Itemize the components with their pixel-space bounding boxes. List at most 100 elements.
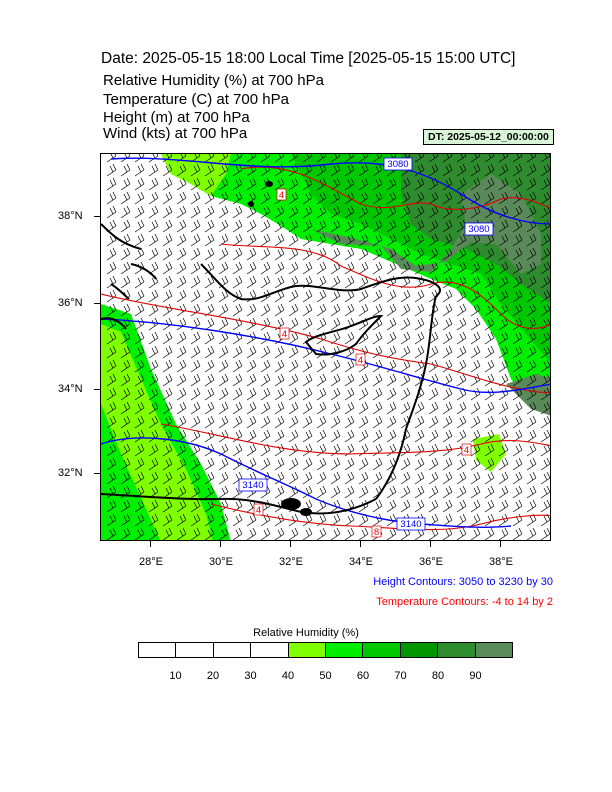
colorbar-tick-label: 40 [281, 670, 295, 682]
wind-barb [246, 513, 257, 527]
wind-barb [358, 401, 369, 415]
wind-barb [316, 485, 327, 499]
wind-barb [540, 429, 550, 443]
wind-barb [260, 401, 271, 415]
wind-barb [330, 233, 341, 247]
wind-barb [176, 317, 187, 331]
wind-barb [442, 275, 453, 289]
wind-barb [204, 261, 215, 275]
wind-barb [428, 233, 439, 247]
wind-barb [456, 345, 467, 359]
colorbar-cell [139, 643, 177, 657]
wind-barb [176, 331, 187, 345]
wind-barb [162, 443, 173, 457]
wind-barb [330, 415, 341, 429]
wind-barb [274, 387, 285, 401]
wind-barb [358, 289, 369, 303]
wind-barb [442, 513, 453, 527]
wind-barb [512, 219, 523, 233]
wind-barb [148, 387, 159, 401]
wind-barb [386, 415, 397, 429]
rh-north-darkest [311, 174, 541, 274]
wind-barb [260, 261, 271, 275]
wind-barb [358, 247, 369, 261]
wind-barb [540, 303, 550, 317]
wind-barb [120, 177, 131, 191]
wind-barb [470, 331, 481, 345]
wind-barb [260, 154, 271, 163]
wind-barb [316, 527, 327, 540]
wind-barb [176, 289, 187, 303]
wind-barb [204, 429, 215, 443]
wind-barb [148, 289, 159, 303]
wind-barb [120, 401, 131, 415]
wind-barb [232, 443, 243, 457]
wind-barb [428, 345, 439, 359]
wind-barb [400, 177, 411, 191]
wind-barb [498, 233, 509, 247]
wind-barb [456, 303, 467, 317]
lat-tick [94, 216, 100, 217]
wind-barb [302, 191, 313, 205]
wind-barb [148, 205, 159, 219]
wind-barb [190, 219, 201, 233]
wind-barb [232, 345, 243, 359]
wind-barb [148, 331, 159, 345]
wind-barb [274, 205, 285, 219]
lat-tick [94, 473, 100, 474]
wind-barb [218, 373, 229, 387]
wind-barb [190, 415, 201, 429]
wind-barb [218, 154, 229, 163]
wind-barb [232, 429, 243, 443]
wind-barb [344, 233, 355, 247]
wind-barb [120, 373, 131, 387]
wind-barb [498, 317, 509, 331]
wind-barb [344, 303, 355, 317]
wind-barb [120, 219, 131, 233]
wind-barb [498, 191, 509, 205]
wind-barb [456, 163, 467, 177]
wind-barb [190, 303, 201, 317]
wind-barb [330, 205, 341, 219]
wind-barb [358, 429, 369, 443]
wind-barb [498, 247, 509, 261]
wind-barb [456, 331, 467, 345]
wind-barb [414, 177, 425, 191]
wind-barb [232, 205, 243, 219]
temp-contour-lower [160, 423, 550, 455]
wind-barb [428, 247, 439, 261]
wind-barb [372, 303, 383, 317]
wind-barb [232, 415, 243, 429]
wind-barb [316, 457, 327, 471]
wind-barb [232, 303, 243, 317]
wind-barb [512, 359, 523, 373]
wind-barb [358, 485, 369, 499]
wind-barb [470, 247, 481, 261]
wind-barb [498, 443, 509, 457]
wind-barb [204, 401, 215, 415]
wind-barb [372, 443, 383, 457]
wind-barb [372, 154, 383, 163]
wind-barb [540, 191, 550, 205]
wind-barb [386, 303, 397, 317]
wind-barb [288, 303, 299, 317]
wind-barb [400, 247, 411, 261]
wind-barb [288, 331, 299, 345]
wind-barb [274, 219, 285, 233]
wind-barb [358, 163, 369, 177]
wind-barb [246, 415, 257, 429]
map-svg: 3080 3080 3140 3140 4 4 [101, 154, 550, 540]
wind-barb [484, 177, 495, 191]
wind-barb [512, 471, 523, 485]
wind-barb [540, 415, 550, 429]
wind-barb [302, 457, 313, 471]
wind-barb [470, 163, 481, 177]
colorbar-cell [438, 643, 476, 657]
wind-barb [288, 471, 299, 485]
wind-barb [162, 177, 173, 191]
wind-barb [120, 457, 131, 471]
wind-barb [274, 485, 285, 499]
wind-barb [274, 457, 285, 471]
wind-barb [358, 219, 369, 233]
wind-barb [162, 191, 173, 205]
